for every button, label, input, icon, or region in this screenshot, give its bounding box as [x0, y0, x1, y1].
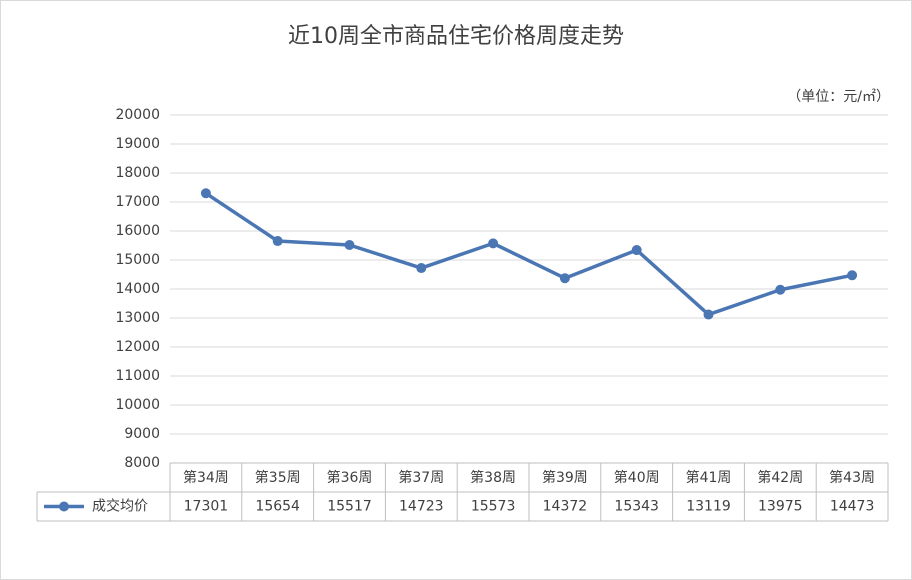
chart-title: 近10周全市商品住宅价格周度走势 — [288, 24, 624, 49]
x-tick-label: 第43周 — [829, 469, 875, 486]
point — [559, 273, 570, 284]
table-value: 14372 — [543, 499, 588, 515]
x-tick-label: 第36周 — [327, 469, 373, 486]
point — [631, 245, 642, 256]
table-value: 15517 — [327, 499, 372, 515]
y-tick-label: 11000 — [115, 368, 160, 384]
x-tick-label: 第38周 — [470, 469, 516, 486]
point — [775, 284, 786, 295]
unit-label: （单位：元/㎡） — [787, 89, 890, 105]
x-tick-label: 第35周 — [255, 469, 301, 486]
y-tick-label: 19000 — [115, 136, 160, 152]
table-value: 14473 — [830, 499, 875, 515]
y-tick-label: 13000 — [115, 310, 160, 326]
point — [847, 270, 858, 281]
table-value: 14723 — [399, 499, 444, 515]
legend-label: 成交均价 — [92, 498, 148, 515]
line-series — [204, 191, 853, 317]
table-value: 13975 — [758, 499, 803, 515]
y-tick-label: 20000 — [115, 107, 160, 123]
y-tick-label: 8000 — [124, 455, 160, 471]
x-tick-label: 第41周 — [686, 469, 732, 486]
x-tick-label: 第39周 — [542, 469, 588, 486]
y-tick-label: 18000 — [115, 165, 160, 181]
y-tick-label: 10000 — [115, 397, 160, 413]
point — [488, 238, 499, 249]
y-tick-label: 16000 — [115, 223, 160, 239]
x-tick-label: 第42周 — [757, 469, 803, 486]
point — [200, 188, 211, 199]
y-tick-label: 14000 — [115, 281, 160, 297]
y-tick-label: 15000 — [115, 252, 160, 268]
y-tick-label: 9000 — [124, 426, 160, 442]
table-value: 13119 — [686, 499, 731, 515]
point — [272, 236, 283, 247]
point — [416, 263, 427, 274]
table-value: 17301 — [184, 499, 229, 515]
table-value: 15343 — [614, 499, 659, 515]
table-value: 15573 — [471, 499, 516, 515]
y-tick-label: 17000 — [115, 194, 160, 210]
legend-marker — [59, 501, 69, 512]
point — [344, 240, 355, 251]
table-value: 15654 — [255, 499, 300, 515]
y-tick-label: 12000 — [115, 339, 160, 355]
x-tick-label: 第37周 — [398, 469, 444, 486]
x-tick-label: 第40周 — [614, 469, 660, 486]
x-tick-label: 第34周 — [183, 469, 229, 486]
point — [703, 309, 714, 320]
